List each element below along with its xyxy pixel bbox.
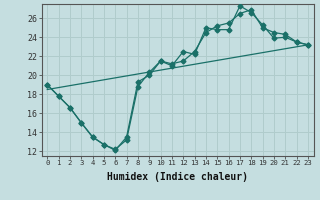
X-axis label: Humidex (Indice chaleur): Humidex (Indice chaleur) xyxy=(107,172,248,182)
